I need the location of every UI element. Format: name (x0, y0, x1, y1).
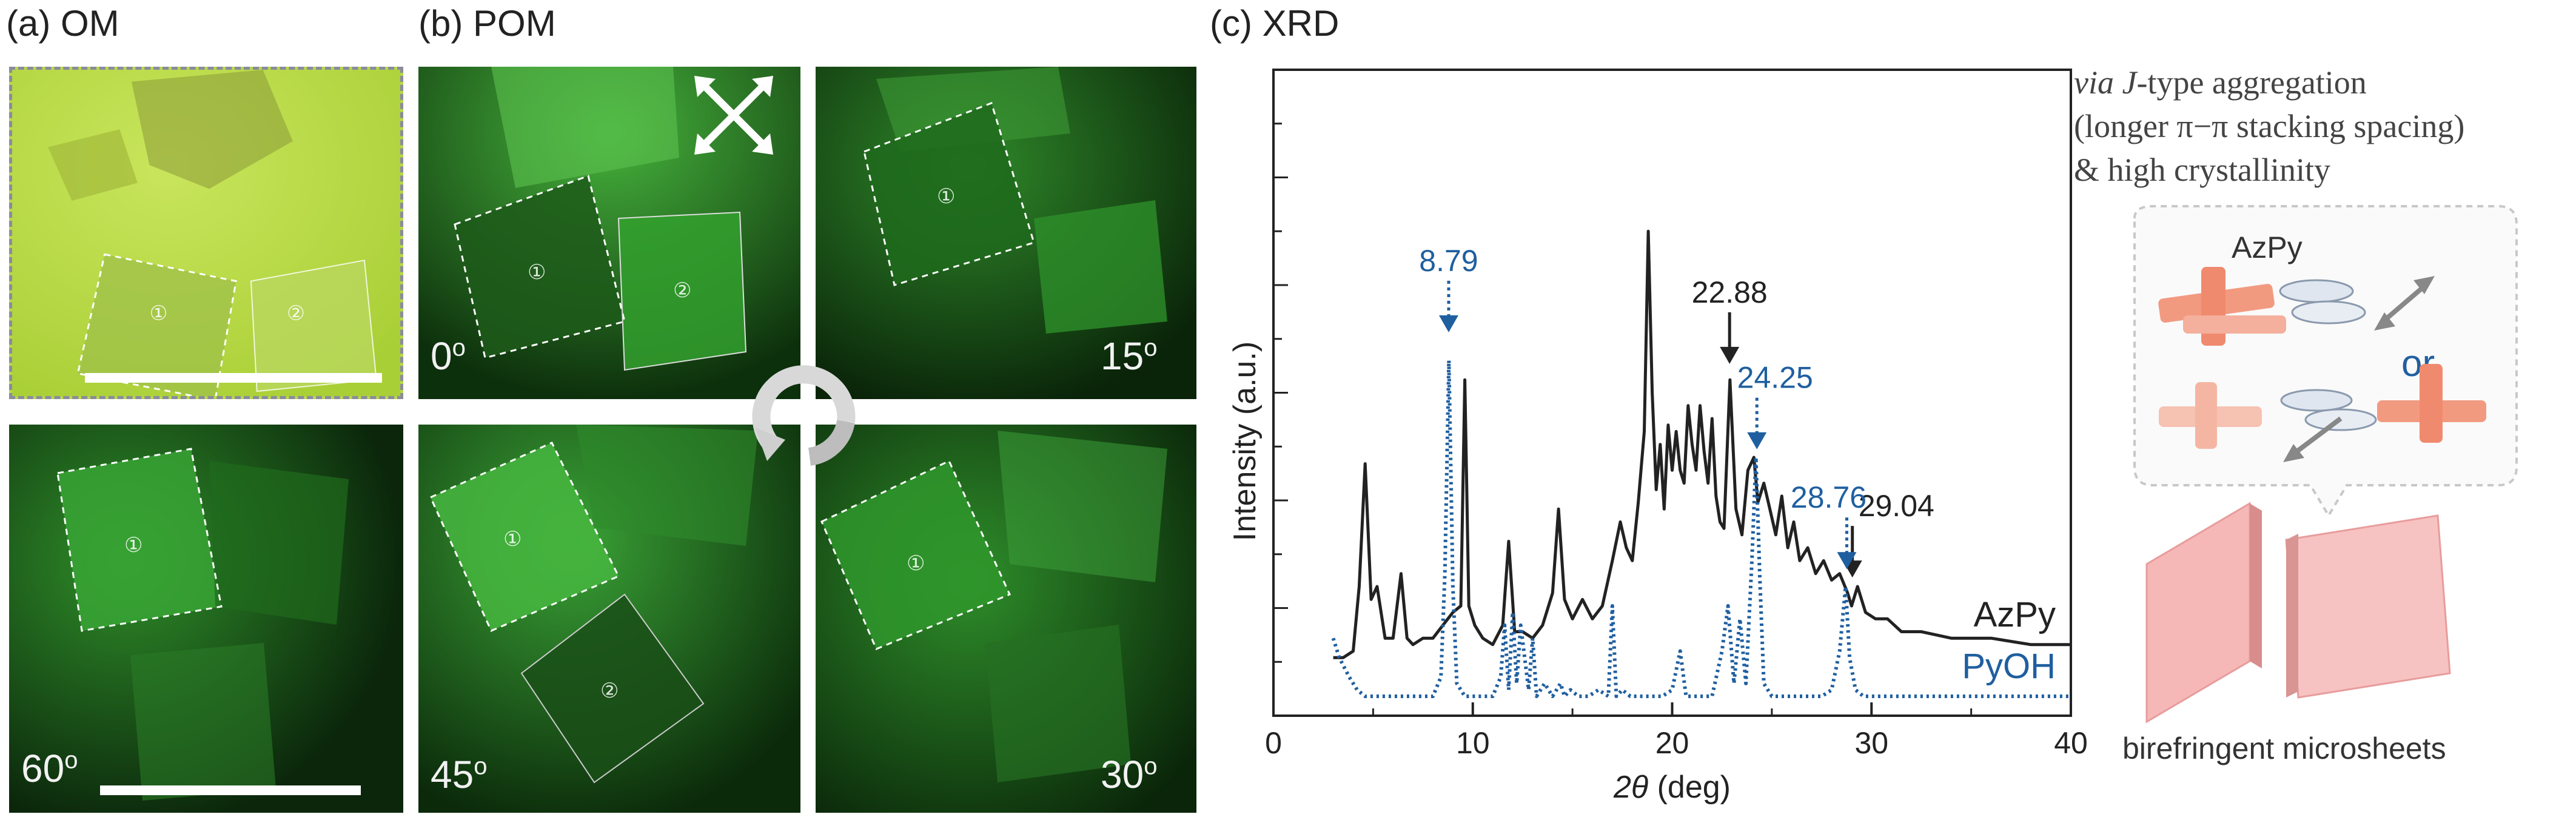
annotation-label: 29.04 (1859, 489, 1934, 523)
om-marker-2: ② (287, 301, 305, 324)
schematic-line-1: via J-type aggregation (2074, 64, 2367, 101)
om-dark-crystal (131, 70, 293, 189)
molecule-pair-top (2158, 267, 2435, 346)
polarizer-cross-icon (694, 76, 773, 155)
schematic-line-3: & high crystallinity (2074, 152, 2330, 188)
pom-30-marker-1: ① (907, 551, 925, 576)
xrd-annotations: 22.88 29.04 8.79 24.25 28.76 (1419, 244, 1934, 578)
azpy-label: AzPy (2232, 230, 2303, 264)
panel-label-c: (c) XRD (1210, 3, 1340, 44)
om-marker-1: ① (149, 301, 167, 324)
annotation-arrow-head (1438, 315, 1458, 332)
pom-60-micrograph: ① 60o (9, 425, 403, 813)
x-axis-title: 2θ (deg) (1613, 770, 1731, 805)
annotation-arrow-head (1720, 346, 1740, 364)
pom-0-micrograph: ① ② 0o (418, 67, 800, 399)
xrd-axes: 0 10 20 30 40 2θ (deg) Intensity (a.u.) (1227, 69, 2088, 805)
om-image: ① ② (12, 70, 400, 396)
speech-bubble (2133, 205, 2518, 518)
om-sheet-2 (250, 260, 377, 392)
angle-30-label: 30o (1101, 753, 1158, 796)
pom-15-micrograph: ① 15o (816, 67, 1196, 399)
annotation-arrow-head (1837, 552, 1857, 570)
series-azpy (1333, 229, 2071, 659)
x-tick-label: 20 (1655, 726, 1689, 760)
microsheets-caption: birefringent microsheets (2122, 731, 2446, 765)
series-pyoh (1331, 358, 2071, 698)
angle-0-label: 0o (431, 334, 466, 378)
angle-45-label: 45o (431, 753, 488, 796)
y-axis-title: Intensity (a.u.) (1227, 341, 1263, 541)
x-tick-label: 10 (1456, 726, 1490, 760)
pom-scale-bar (100, 785, 361, 795)
schematic-line-2: (longer π−π stacking spacing) (2074, 108, 2465, 144)
x-tick-label: 30 (1854, 726, 1888, 760)
pom-45-marker-1: ① (503, 527, 522, 551)
annotation-label: 24.25 (1737, 361, 1813, 395)
pom-0-marker-1: ① (528, 260, 546, 284)
pom-60-marker-1: ① (124, 533, 143, 557)
legend-pyoh: PyOH (1962, 647, 2056, 686)
om-scale-bar (85, 373, 382, 383)
panel-label-b: (b) POM (418, 3, 556, 44)
pom-30-micrograph: ① 30o (816, 425, 1196, 813)
pom-45-marker-2: ② (600, 679, 619, 703)
annotation-label: 28.76 (1791, 480, 1867, 514)
angle-15-label: 15o (1101, 334, 1158, 378)
annotation-label: 22.88 (1692, 275, 1768, 309)
pom-45-micrograph: ① ② 45o (418, 425, 800, 813)
x-tick-label: 0 (1265, 726, 1282, 760)
legend-azpy: AzPy (1974, 595, 2056, 634)
angle-60-label: 60o (21, 747, 78, 790)
x-tick-label: 40 (2054, 726, 2088, 760)
xrd-series: AzPy PyOH (1331, 229, 2071, 698)
om-micrograph: ① ② (9, 67, 403, 399)
microsheets (2145, 502, 2451, 724)
pom-0-marker-2: ② (673, 278, 691, 303)
molecule-pair-bottom (2159, 364, 2486, 462)
annotation-arrow-head (1747, 432, 1767, 449)
rotation-arrow-icon (752, 365, 856, 466)
pom-15-marker-1: ① (937, 184, 955, 209)
plot-frame (1272, 69, 2072, 717)
panel-label-a: (a) OM (6, 3, 119, 44)
om-sheet-1 (78, 254, 236, 396)
annotation-label: 8.79 (1419, 244, 1478, 278)
aggregation-schematic: AzPy or (2133, 205, 2518, 724)
